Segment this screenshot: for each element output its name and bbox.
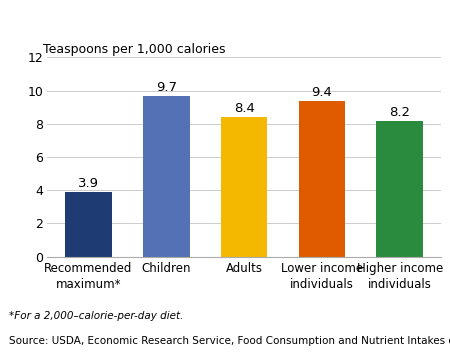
- Text: 8.4: 8.4: [234, 102, 255, 115]
- Text: Average density of added sugars, 2007-10: Average density of added sugars, 2007-10: [7, 17, 358, 32]
- Bar: [299, 101, 345, 257]
- Bar: [143, 95, 189, 257]
- Bar: [376, 121, 423, 257]
- Text: 9.4: 9.4: [311, 85, 333, 99]
- Text: *For a 2,000–calorie-per-day diet.: *For a 2,000–calorie-per-day diet.: [9, 311, 184, 321]
- Text: 3.9: 3.9: [78, 177, 99, 190]
- Text: 8.2: 8.2: [389, 106, 410, 118]
- Text: 9.7: 9.7: [156, 81, 177, 94]
- Bar: [65, 192, 112, 257]
- Text: Source: USDA, Economic Research Service, Food Consumption and Nutrient Intakes d: Source: USDA, Economic Research Service,…: [9, 336, 450, 346]
- Text: Teaspoons per 1,000 calories: Teaspoons per 1,000 calories: [43, 43, 225, 56]
- Bar: [221, 117, 267, 257]
